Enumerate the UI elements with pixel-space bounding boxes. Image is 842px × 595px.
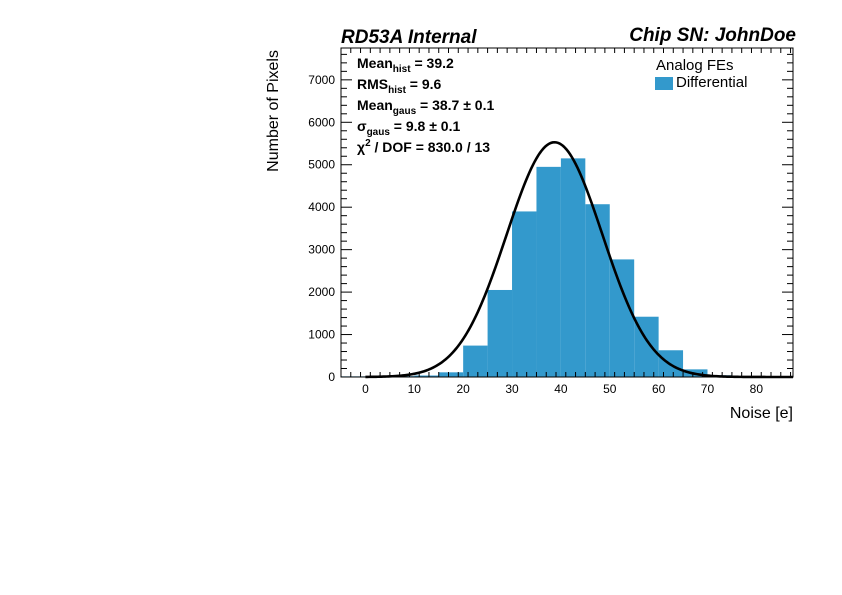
header-left-label: RD53A Internal bbox=[341, 27, 477, 48]
legend: Analog FEs Differential bbox=[655, 57, 747, 91]
legend-label-differential: Differential bbox=[676, 74, 747, 91]
histogram-bar bbox=[560, 158, 586, 377]
y-tick-label: 6000 bbox=[308, 115, 335, 129]
y-tick-label: 7000 bbox=[308, 73, 335, 87]
x-tick-label: 30 bbox=[505, 382, 519, 396]
y-tick-label: 0 bbox=[328, 370, 335, 384]
y-axis-title: Number of Pixels bbox=[265, 50, 282, 172]
histogram-bar bbox=[487, 289, 513, 377]
y-tick-label: 3000 bbox=[308, 243, 335, 257]
x-tick-label: 60 bbox=[652, 382, 666, 396]
histogram-bar bbox=[414, 375, 439, 377]
x-tick-label: 50 bbox=[603, 382, 617, 396]
y-tick-label: 1000 bbox=[308, 328, 335, 342]
histogram-bars bbox=[341, 158, 781, 377]
stat-line: σgaus = 9.8 ± 0.1 bbox=[357, 118, 460, 138]
x-tick-label: 70 bbox=[701, 382, 715, 396]
stat-line: χ2 / DOF = 830.0 / 13 bbox=[357, 138, 490, 155]
histogram-bar bbox=[609, 259, 635, 377]
stat-line: Meanhist = 39.2 bbox=[357, 55, 454, 75]
x-tick-label: 40 bbox=[554, 382, 568, 396]
x-axis-title: Noise [e] bbox=[730, 405, 793, 422]
histogram-bar bbox=[438, 372, 464, 377]
stat-line: RMShist = 9.6 bbox=[357, 76, 442, 96]
x-tick-label: 80 bbox=[750, 382, 764, 396]
legend-swatch-differential bbox=[655, 77, 673, 90]
y-tick-label: 4000 bbox=[308, 200, 335, 214]
stat-line: Meangaus = 38.7 ± 0.1 bbox=[357, 97, 494, 117]
x-tick-label: 20 bbox=[456, 382, 470, 396]
histogram-bar bbox=[463, 345, 488, 377]
header-right-label: Chip SN: JohnDoe bbox=[629, 25, 796, 46]
x-tick-label: 0 bbox=[362, 382, 369, 396]
histogram-bar bbox=[536, 166, 561, 377]
y-tick-label: 2000 bbox=[308, 285, 335, 299]
plot-axes: 0 10 20 30 40 50 60 70 80 0 1000 2000 3000 4000 5000 60… bbox=[308, 47, 794, 396]
plot-frame bbox=[340, 47, 794, 378]
histogram-bar bbox=[585, 204, 610, 377]
legend-title: Analog FEs bbox=[656, 57, 734, 74]
histogram-bar bbox=[512, 211, 537, 377]
x-tick-label: 10 bbox=[408, 382, 422, 396]
y-tick-label: 5000 bbox=[308, 158, 335, 172]
